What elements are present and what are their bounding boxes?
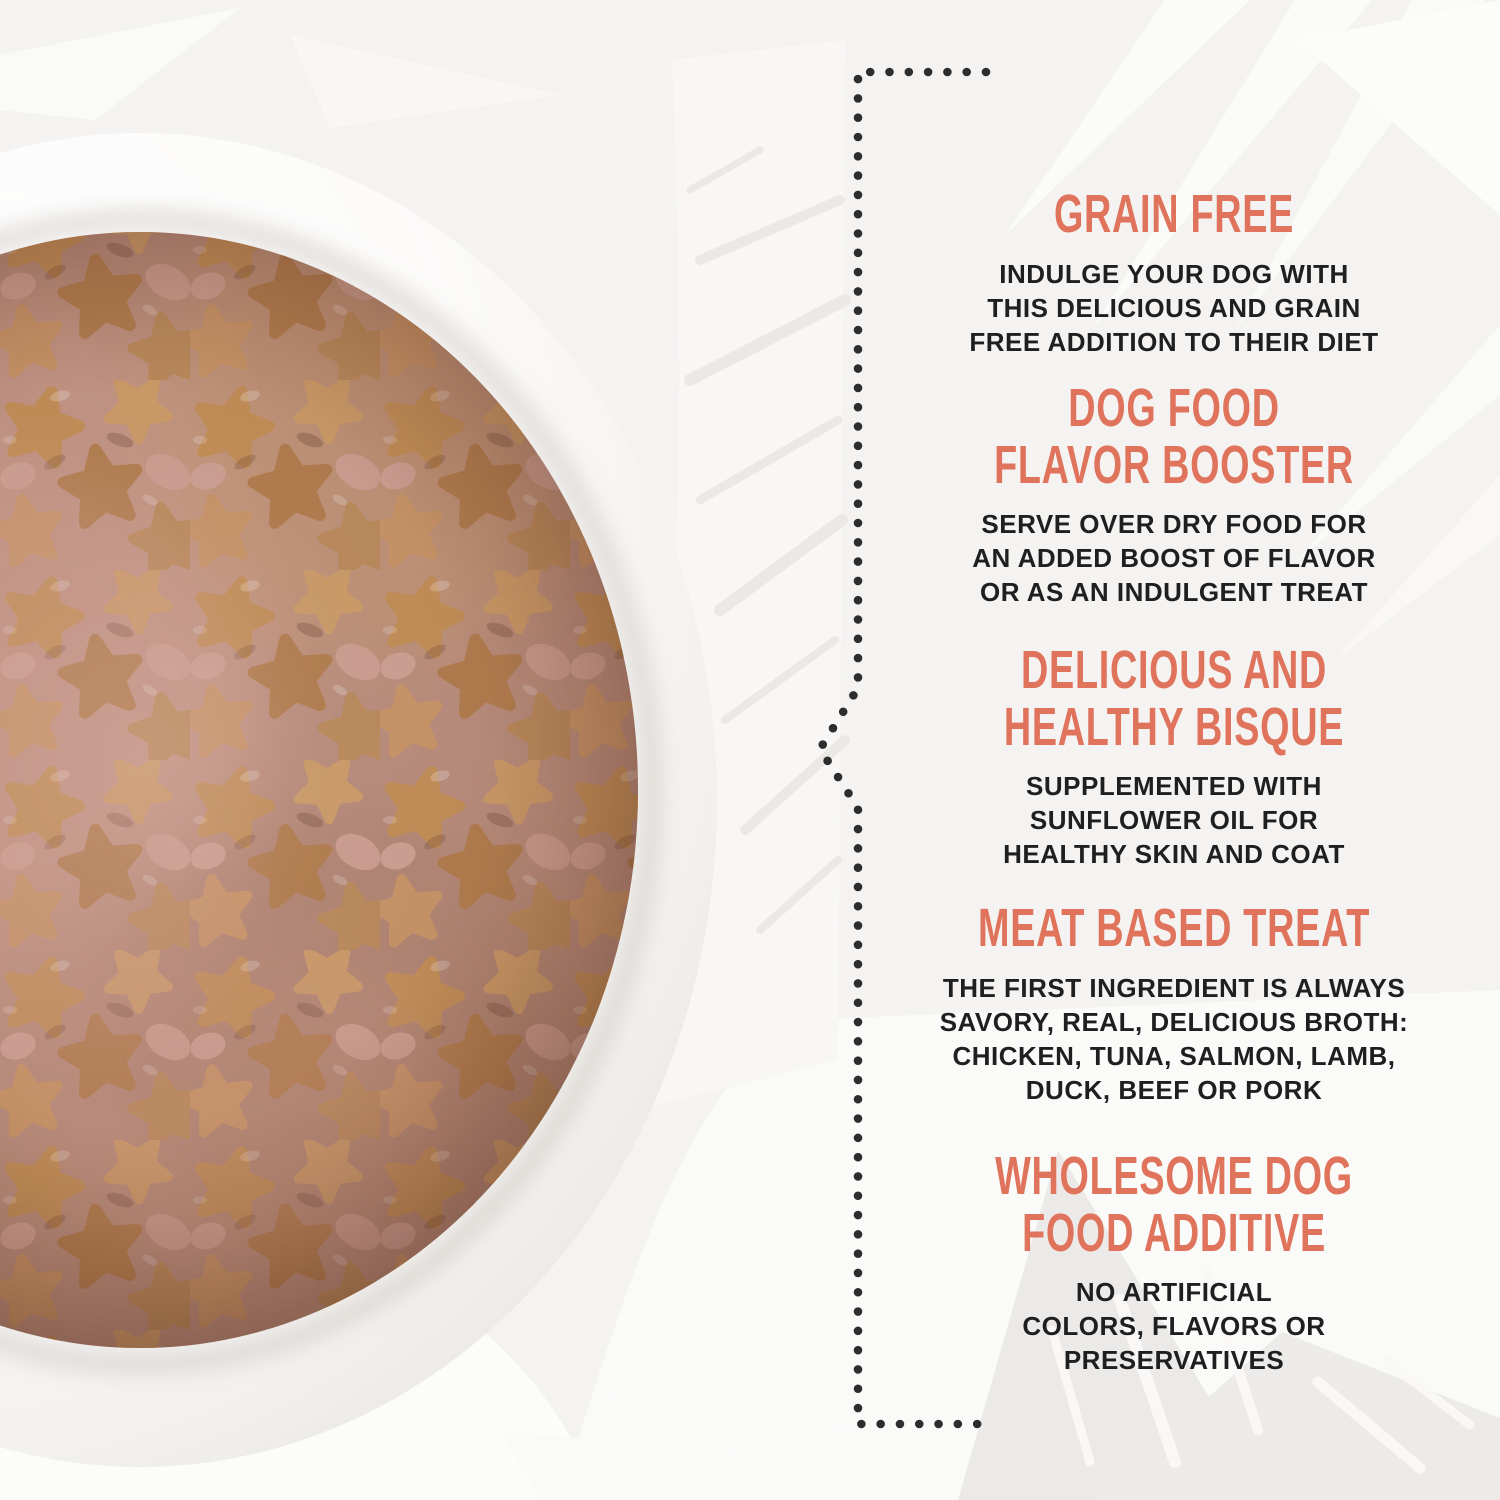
benefits-panel: GRAIN FREE INDULGE YOUR DOG WITH THIS DE… xyxy=(860,0,1488,1500)
section-heading: DELICIOUS AND HEALTHY BISQUE xyxy=(1003,640,1345,757)
section-body: SERVE OVER DRY FOOD FOR AN ADDED BOOST O… xyxy=(972,509,1376,608)
benefit-section-grain-free: GRAIN FREE INDULGE YOUR DOG WITH THIS DE… xyxy=(860,186,1488,359)
section-body: NO ARTIFICIAL COLORS, FLAVORS OR PRESERV… xyxy=(1022,1277,1326,1376)
section-heading: MEAT BASED TREAT xyxy=(978,898,1370,958)
section-heading: WHOLESOME DOG FOOD ADDITIVE xyxy=(995,1146,1353,1263)
section-body: THE FIRST INGREDIENT IS ALWAYS SAVORY, R… xyxy=(939,972,1409,1105)
benefit-section-delicious-and-healthy-bisque: DELICIOUS AND HEALTHY BISQUE SUPPLEMENTE… xyxy=(860,642,1488,871)
benefit-section-meat-based-treat: MEAT BASED TREAT THE FIRST INGREDIENT IS… xyxy=(860,900,1488,1107)
palm-leaflet-strokes xyxy=(684,146,851,934)
dog-food-bowl-photo xyxy=(0,133,717,1467)
section-heading: DOG FOOD FLAVOR BOOSTER xyxy=(994,378,1354,495)
section-body: INDULGE YOUR DOG WITH THIS DELICIOUS AND… xyxy=(969,258,1379,357)
benefit-section-wholesome-dog-food-additive: WHOLESOME DOG FOOD ADDITIVE NO ARTIFICIA… xyxy=(860,1148,1488,1377)
benefit-section-dog-food-flavor-booster: DOG FOOD FLAVOR BOOSTER SERVE OVER DRY F… xyxy=(860,380,1488,609)
section-heading: GRAIN FREE xyxy=(1053,184,1295,244)
section-body: SUPPLEMENTED WITH SUNFLOWER OIL FOR HEAL… xyxy=(1003,771,1345,870)
frond-highlight-strokes xyxy=(1047,1263,1475,1474)
